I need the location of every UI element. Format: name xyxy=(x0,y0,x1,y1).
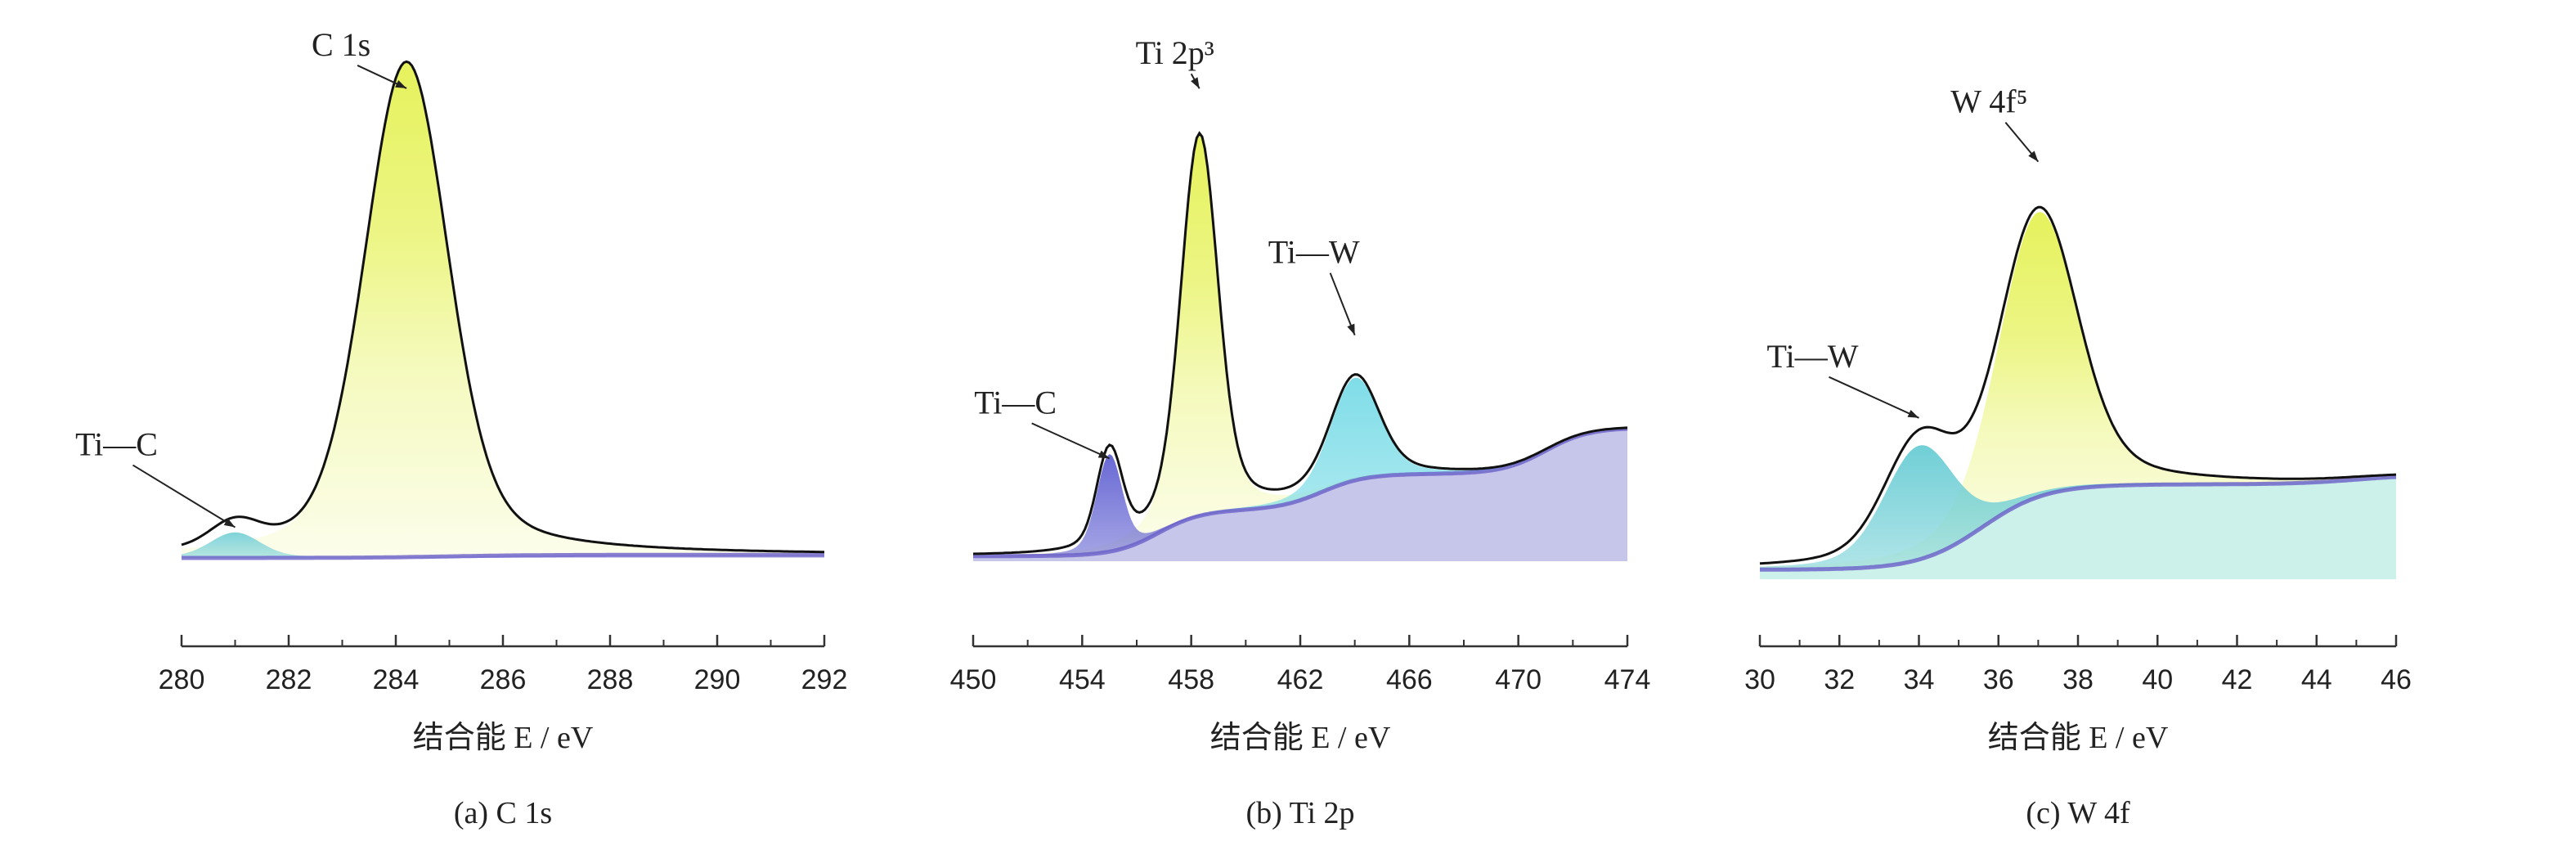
x-tick-label: 466 xyxy=(1386,664,1433,695)
peak-annotation: W 4f⁵ xyxy=(1950,83,2027,120)
x-tick-label: 286 xyxy=(480,664,527,695)
panel-caption: (a) C 1s xyxy=(454,796,552,830)
peak-annotation: Ti—W xyxy=(1268,234,1360,271)
x-axis-label: 结合能 E / eV xyxy=(1988,721,2169,755)
background-line xyxy=(182,552,824,560)
annotation-arrow xyxy=(1829,376,1919,419)
x-tick-label: 454 xyxy=(1059,664,1106,695)
x-tick-label: 36 xyxy=(1983,664,2014,695)
annotation-arrowhead xyxy=(1347,323,1355,335)
x-tick-label: 40 xyxy=(2142,664,2173,695)
x-tick-label: 32 xyxy=(1824,664,1855,695)
peak-component-1 xyxy=(1760,212,2396,570)
peak-annotation: C 1s xyxy=(312,26,370,63)
panel-caption: (b) Ti 2p xyxy=(1245,796,1354,830)
background-area xyxy=(973,429,1627,561)
annotation-arrowhead xyxy=(2028,151,2039,162)
x-tick-label: 292 xyxy=(801,664,848,695)
annotation-arrow xyxy=(1329,272,1356,336)
x-tick-label: 30 xyxy=(1744,664,1775,695)
x-axis-label: 结合能 E / eV xyxy=(1210,721,1391,755)
peak-component-2 xyxy=(1760,445,2396,570)
annotation-arrow xyxy=(1031,422,1111,460)
x-tick-label: 280 xyxy=(159,664,205,695)
annotation-arrowhead xyxy=(1191,77,1200,89)
background-area xyxy=(1760,477,2396,579)
x-tick-label: 282 xyxy=(266,664,312,695)
chart-panel-1: 280 282 284 286 288 290 292 结合能 E / eV (a) C 1s C… xyxy=(75,26,847,830)
peak-annotation: Ti—C xyxy=(974,384,1057,420)
peak-component-3 xyxy=(973,429,1627,556)
x-tick-label: 46 xyxy=(2381,664,2412,695)
peak-annotation: Ti—C xyxy=(75,426,158,463)
chart-panel-3: 30 32 34 36 38 40 42 44 46 结合能 E / eV (c) W 4f W 4f… xyxy=(1744,83,2412,830)
x-tick-label: 288 xyxy=(587,664,634,695)
annotation-arrowhead xyxy=(395,80,407,88)
envelope-line xyxy=(181,60,824,554)
peak-annotation: Ti 2p³ xyxy=(1136,34,1214,71)
x-tick-label: 44 xyxy=(2301,664,2332,695)
x-tick-label: 34 xyxy=(1904,664,1935,695)
x-tick-label: 284 xyxy=(373,664,420,695)
annotation-arrowhead xyxy=(1907,409,1919,418)
x-tick-label: 38 xyxy=(2062,664,2094,695)
x-tick-label: 458 xyxy=(1168,664,1214,695)
background-line xyxy=(1760,474,2397,572)
x-axis-label: 结合能 E / eV xyxy=(413,721,594,755)
background-line xyxy=(973,426,1628,559)
chart-panel-2: 450 454 458 462 466 470 474 结合能 E / eV (b) Ti 2p… xyxy=(950,34,1651,830)
x-tick-label: 42 xyxy=(2222,664,2253,695)
x-tick-label: 462 xyxy=(1277,664,1324,695)
x-tick-label: 474 xyxy=(1604,664,1651,695)
panel-caption: (c) W 4f xyxy=(2026,796,2130,830)
x-tick-label: 290 xyxy=(694,664,741,695)
peak-annotation: Ti—W xyxy=(1767,338,1859,375)
annotation-arrowhead xyxy=(1097,450,1110,459)
peak-component-2 xyxy=(182,532,824,558)
peak-component-1 xyxy=(182,61,824,558)
envelope-line xyxy=(1759,205,2397,565)
envelope-line xyxy=(972,131,1628,555)
x-tick-label: 470 xyxy=(1495,664,1542,695)
annotation-arrowhead xyxy=(223,518,236,528)
annotation-arrow xyxy=(132,464,236,528)
x-tick-label: 450 xyxy=(950,664,997,695)
